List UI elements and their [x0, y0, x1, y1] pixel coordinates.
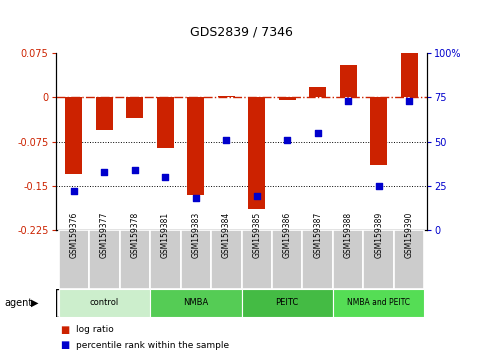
- Text: ■: ■: [60, 325, 70, 335]
- Text: GSM159377: GSM159377: [100, 212, 109, 258]
- Text: control: control: [90, 298, 119, 307]
- Text: NMBA and PEITC: NMBA and PEITC: [347, 298, 410, 307]
- Bar: [401, 53, 417, 97]
- Text: GDS2839 / 7346: GDS2839 / 7346: [190, 26, 293, 39]
- Text: percentile rank within the sample: percentile rank within the sample: [76, 341, 229, 350]
- Bar: [218, 96, 235, 97]
- Bar: [96, 97, 113, 130]
- Bar: [89, 230, 120, 289]
- Text: GSM159388: GSM159388: [344, 212, 353, 258]
- Text: GSM159390: GSM159390: [405, 212, 413, 258]
- Text: GSM159381: GSM159381: [161, 212, 170, 258]
- Bar: [127, 97, 143, 118]
- Text: GSM159385: GSM159385: [252, 212, 261, 258]
- Text: GSM159383: GSM159383: [191, 212, 200, 258]
- Bar: [150, 289, 242, 317]
- Point: [222, 137, 230, 143]
- Point: [161, 174, 169, 180]
- Point: [192, 195, 199, 201]
- Bar: [187, 97, 204, 195]
- Bar: [340, 65, 356, 97]
- Point: [314, 130, 322, 136]
- Bar: [248, 97, 265, 210]
- Bar: [363, 230, 394, 289]
- Bar: [66, 97, 82, 174]
- Point: [284, 137, 291, 143]
- Text: log ratio: log ratio: [76, 325, 114, 335]
- Point: [70, 188, 78, 194]
- Point: [100, 169, 108, 175]
- Point: [131, 167, 139, 173]
- Text: GSM159376: GSM159376: [70, 212, 78, 258]
- Text: GSM159386: GSM159386: [283, 212, 292, 258]
- Point: [344, 98, 352, 104]
- Text: GSM159387: GSM159387: [313, 212, 322, 258]
- Bar: [150, 230, 181, 289]
- Bar: [309, 87, 326, 97]
- Text: GSM159384: GSM159384: [222, 212, 231, 258]
- Bar: [394, 230, 425, 289]
- Bar: [242, 289, 333, 317]
- Bar: [58, 230, 89, 289]
- Bar: [58, 289, 150, 317]
- Bar: [370, 97, 387, 165]
- Text: PEITC: PEITC: [276, 298, 299, 307]
- Bar: [211, 230, 242, 289]
- Bar: [302, 230, 333, 289]
- Bar: [272, 230, 302, 289]
- Bar: [181, 230, 211, 289]
- Text: agent: agent: [5, 298, 33, 308]
- Text: GSM159389: GSM159389: [374, 212, 383, 258]
- Text: ■: ■: [60, 340, 70, 350]
- Point: [253, 194, 261, 199]
- Point: [405, 98, 413, 104]
- Point: [375, 183, 383, 189]
- Text: GSM159378: GSM159378: [130, 212, 139, 258]
- Bar: [333, 289, 425, 317]
- Bar: [157, 97, 174, 148]
- Text: ▶: ▶: [31, 298, 39, 308]
- Bar: [120, 230, 150, 289]
- Bar: [279, 97, 296, 100]
- Bar: [242, 230, 272, 289]
- Bar: [333, 230, 363, 289]
- Text: NMBA: NMBA: [183, 298, 208, 307]
